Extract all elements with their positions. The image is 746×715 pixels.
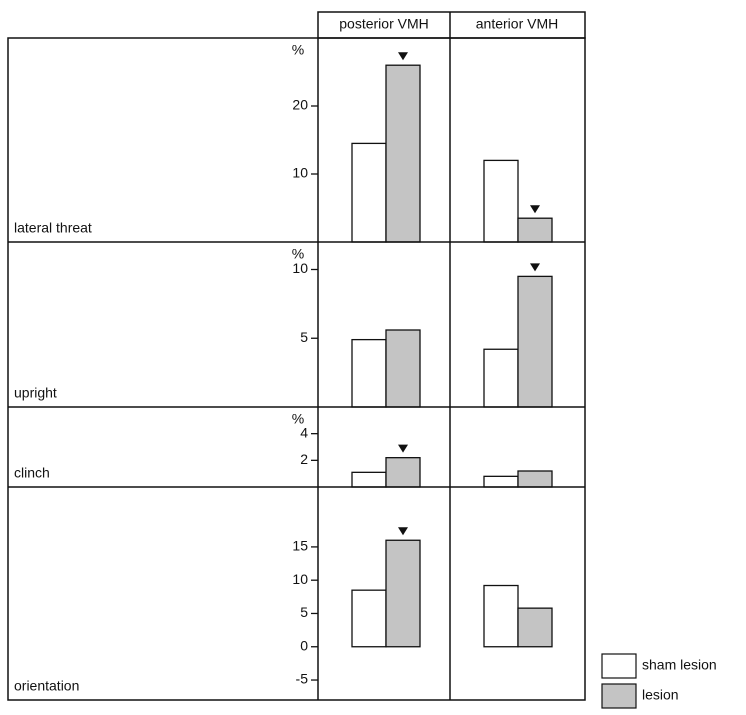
significance-marker <box>398 444 408 453</box>
legend-label: sham lesion <box>642 657 717 673</box>
bar <box>517 470 553 488</box>
row-label: upright <box>14 385 57 401</box>
outer-box <box>7 37 586 701</box>
row-label: lateral threat <box>14 220 92 236</box>
bar <box>483 159 519 243</box>
significance-marker <box>398 527 408 536</box>
bar <box>385 329 421 408</box>
unit-label: % <box>292 411 304 427</box>
significance-marker <box>530 205 540 214</box>
bar <box>517 275 553 408</box>
row-label: clinch <box>14 465 50 481</box>
bar <box>385 539 421 648</box>
bar <box>483 348 519 408</box>
y-tick-label: 10 <box>292 260 308 276</box>
unit-label: % <box>292 42 304 58</box>
y-tick-label: 15 <box>292 538 308 554</box>
bar <box>483 584 519 648</box>
unit-label: % <box>292 246 304 262</box>
y-tick-label: 10 <box>292 571 308 587</box>
column-header: anterior VMH <box>476 16 558 32</box>
legend-swatch <box>601 653 637 679</box>
y-tick-label: 20 <box>292 97 308 113</box>
bar <box>483 475 519 488</box>
y-tick-label: -5 <box>296 671 309 687</box>
bar <box>351 589 387 648</box>
y-tick-label: 5 <box>300 329 308 345</box>
bar <box>351 338 387 408</box>
significance-marker <box>398 52 408 61</box>
bar <box>385 64 421 243</box>
row-label: orientation <box>14 678 79 694</box>
legend-label: lesion <box>642 687 679 703</box>
bar <box>351 471 387 488</box>
legend-swatch <box>601 683 637 709</box>
y-tick-label: 2 <box>300 451 308 467</box>
significance-marker <box>530 263 540 272</box>
bar <box>517 217 553 243</box>
y-tick-label: 4 <box>300 424 308 440</box>
bar <box>517 607 553 648</box>
bar <box>351 142 387 243</box>
column-header: posterior VMH <box>339 16 428 32</box>
y-tick-label: 10 <box>292 165 308 181</box>
y-tick-label: 5 <box>300 604 308 620</box>
bar <box>385 457 421 488</box>
y-tick-label: 0 <box>300 637 308 653</box>
